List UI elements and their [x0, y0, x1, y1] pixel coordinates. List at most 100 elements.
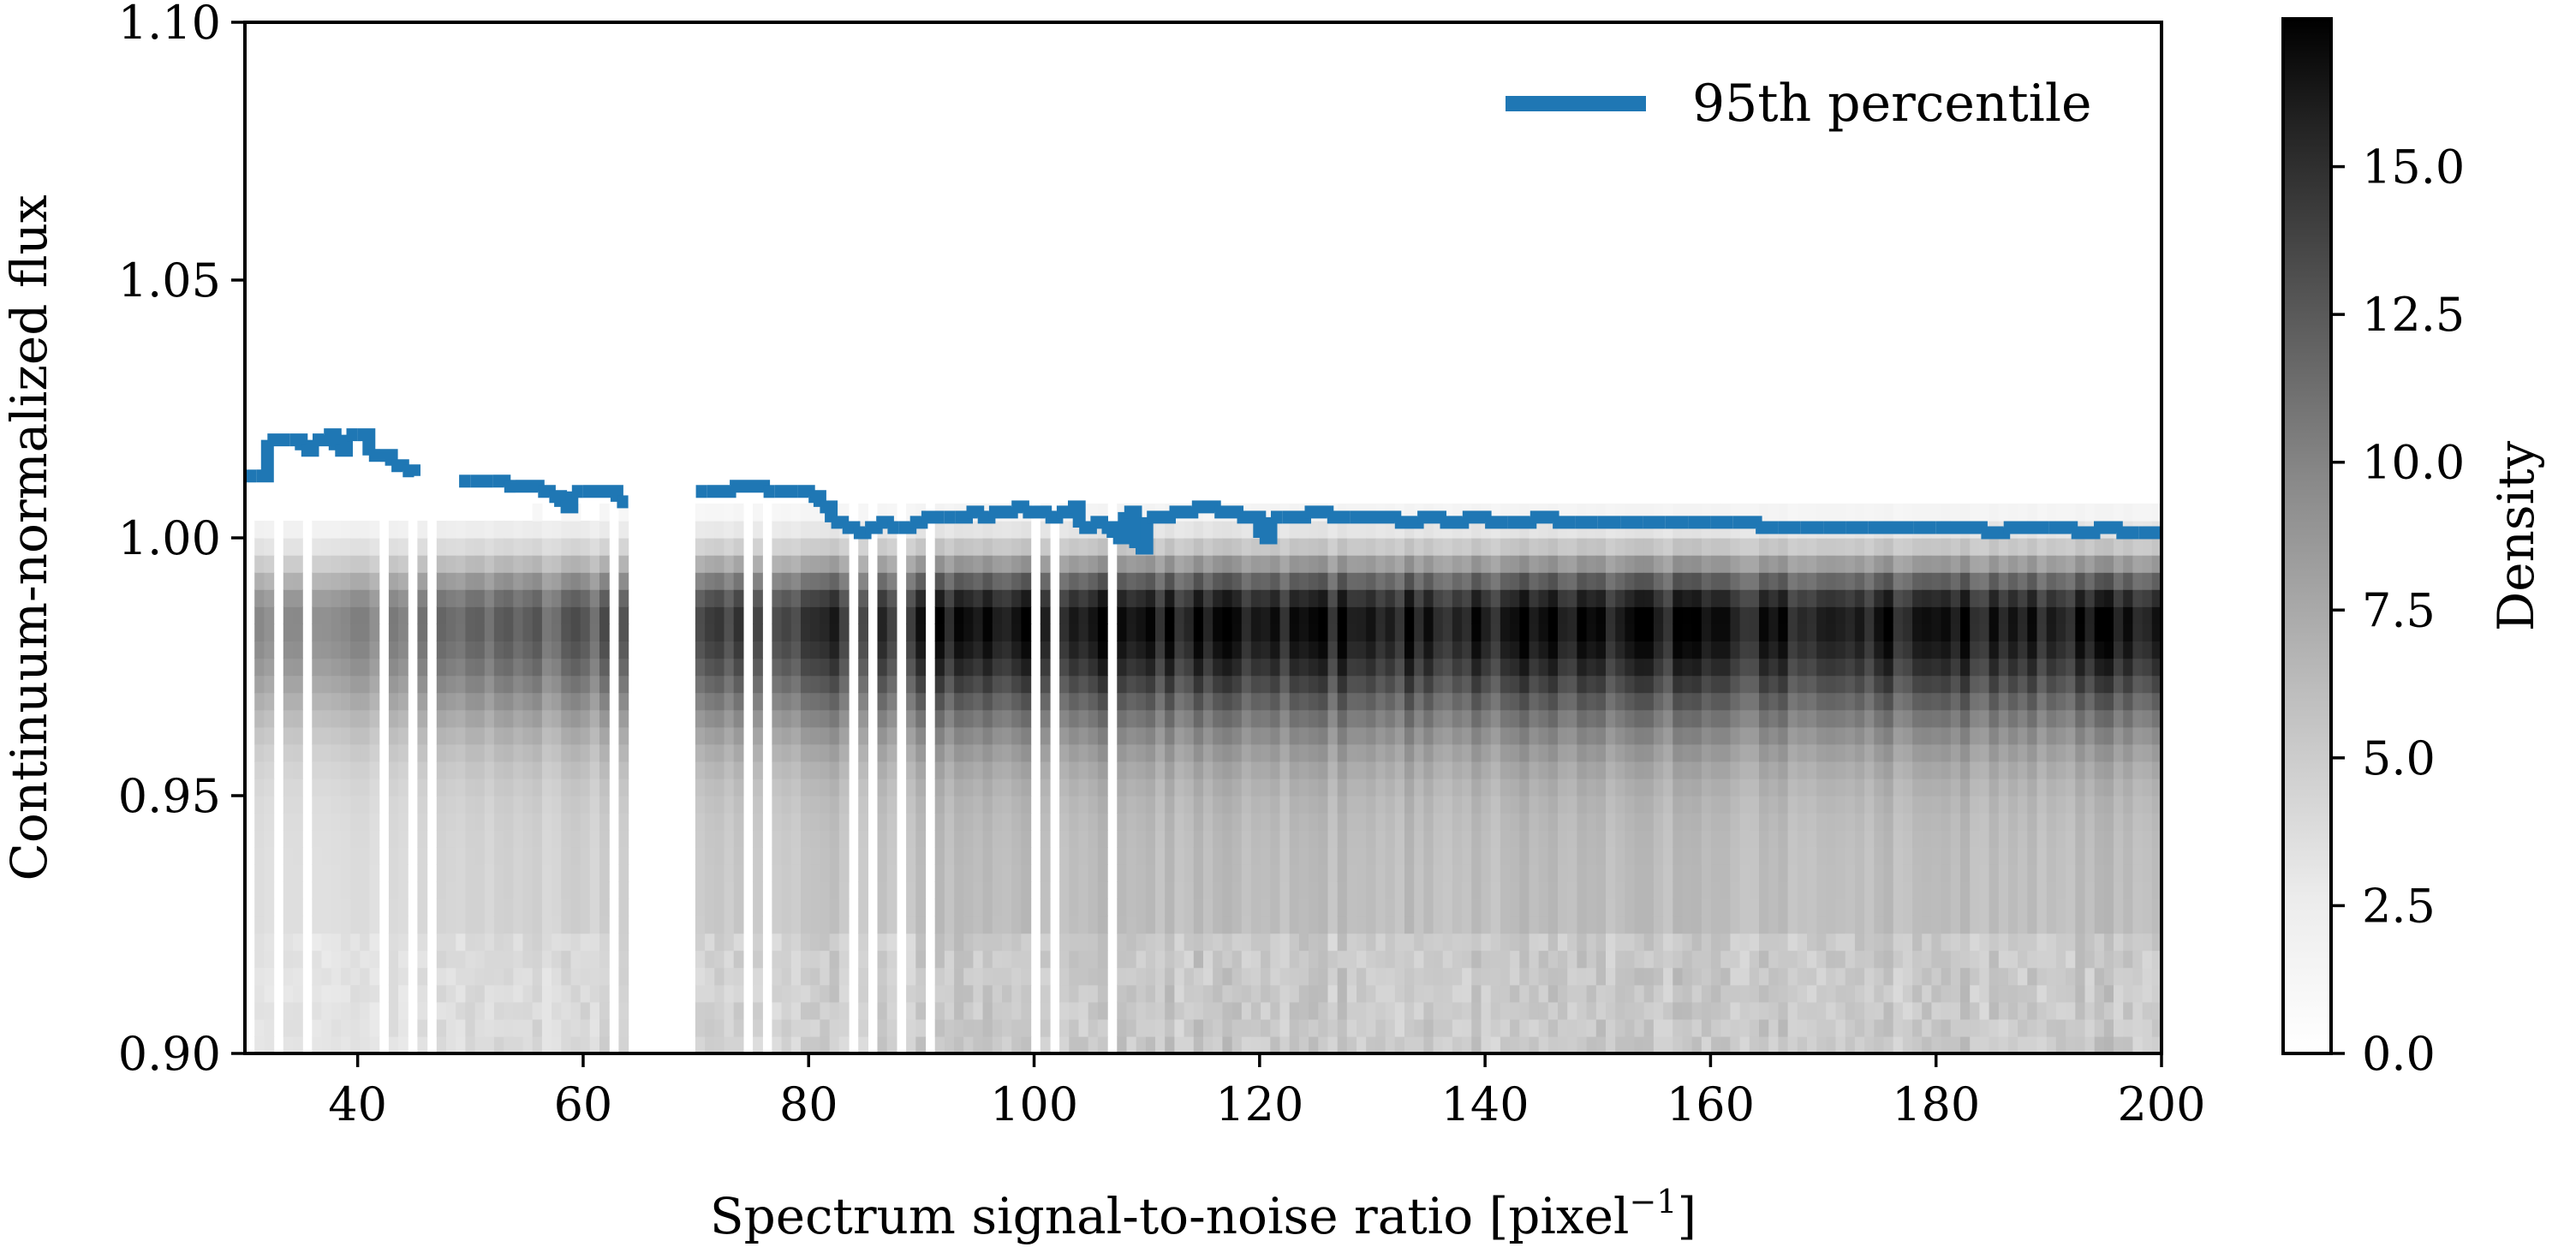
- heatmap-cell: [1318, 881, 1329, 899]
- heatmap-cell: [934, 658, 945, 677]
- heatmap-cell: [1960, 641, 1971, 659]
- heatmap-cell: [1059, 726, 1070, 745]
- heatmap-cell: [790, 898, 802, 917]
- heatmap-cell: [1261, 641, 1271, 659]
- heatmap-cell: [1529, 864, 1540, 882]
- heatmap-cell: [1807, 761, 1817, 779]
- heatmap-cell: [618, 726, 629, 745]
- heatmap-cell: [1357, 881, 1367, 899]
- heatmap-cell: [1864, 1018, 1875, 1037]
- heatmap-cell: [1653, 813, 1664, 831]
- heatmap-cell: [1768, 761, 1779, 779]
- heatmap-cell: [1510, 761, 1520, 779]
- heatmap-cell: [1595, 1018, 1607, 1037]
- heatmap-cell: [321, 606, 332, 624]
- heatmap-cell: [1778, 658, 1789, 677]
- heatmap-cell: [1634, 933, 1645, 952]
- heatmap-cell: [1184, 1018, 1195, 1037]
- heatmap-cell: [484, 658, 495, 677]
- heatmap-cell: [1606, 778, 1616, 797]
- heatmap-cell: [1481, 950, 1492, 969]
- heatmap-cell: [321, 847, 332, 865]
- heatmap-cell: [580, 864, 591, 882]
- heatmap-cell: [1165, 624, 1175, 641]
- heatmap-cell: [1059, 589, 1070, 607]
- heatmap-cell: [781, 572, 792, 590]
- heatmap-cell: [1606, 984, 1616, 1003]
- heatmap-cell: [580, 796, 591, 814]
- heatmap-cell: [1145, 950, 1156, 969]
- heatmap-cell: [1366, 520, 1376, 539]
- heatmap-cell: [1643, 503, 1655, 522]
- heatmap-cell: [1768, 830, 1779, 848]
- heatmap-cell: [1088, 503, 1099, 522]
- heatmap-cell: [1874, 624, 1885, 641]
- heatmap-cell: [1778, 984, 1789, 1003]
- heatmap-cell: [944, 538, 955, 556]
- heatmap-cell: [810, 984, 820, 1003]
- heatmap-cell: [1778, 967, 1789, 986]
- heatmap-cell: [982, 967, 993, 986]
- heatmap-cell: [1797, 847, 1808, 865]
- heatmap-cell: [465, 709, 476, 728]
- heatmap-cell: [532, 520, 543, 539]
- heatmap-cell: [1136, 984, 1147, 1003]
- heatmap-cell: [724, 520, 735, 539]
- heatmap-cell: [1643, 916, 1655, 934]
- heatmap-cell: [820, 778, 831, 797]
- heatmap-cell: [963, 658, 974, 677]
- heatmap-cell: [1854, 1001, 1865, 1020]
- heatmap-cell: [1547, 847, 1559, 865]
- heatmap-cell: [1701, 761, 1712, 779]
- heatmap-cell: [1883, 709, 1894, 728]
- heatmap-cell: [1759, 589, 1769, 607]
- heatmap-cell: [1663, 830, 1673, 848]
- heatmap-cell: [838, 641, 850, 659]
- heatmap-cell: [1078, 555, 1089, 573]
- heatmap-cell: [1452, 726, 1463, 745]
- heatmap-cell: [350, 658, 361, 677]
- heatmap-cell: [1567, 538, 1577, 556]
- heatmap-cell: [1097, 726, 1108, 745]
- heatmap-cell: [1165, 1018, 1175, 1037]
- heatmap-cell: [1625, 898, 1636, 917]
- heatmap-cell: [772, 692, 783, 711]
- heatmap-cell: [1749, 572, 1760, 590]
- heatmap-cell: [1097, 589, 1108, 607]
- heatmap-cell: [1097, 743, 1108, 762]
- heatmap-cell: [369, 641, 380, 659]
- heatmap-cell: [1145, 606, 1156, 624]
- heatmap-cell: [552, 641, 562, 659]
- heatmap-cell: [1471, 726, 1482, 745]
- heatmap-cell: [1155, 916, 1166, 934]
- heatmap-cell: [1845, 950, 1856, 969]
- heatmap-cell: [1874, 658, 1885, 677]
- heatmap-cell: [493, 898, 504, 917]
- heatmap-cell: [1826, 830, 1837, 848]
- heatmap-cell: [1893, 1001, 1904, 1020]
- heatmap-cell: [1807, 796, 1817, 814]
- heatmap-cell: [1298, 881, 1309, 899]
- heatmap-cell: [944, 709, 955, 728]
- heatmap-cell: [417, 830, 428, 848]
- heatmap-cell: [1059, 743, 1070, 762]
- heatmap-cell: [801, 658, 811, 677]
- heatmap-cell: [1547, 1035, 1559, 1053]
- heatmap-cell: [474, 589, 486, 607]
- heatmap-cell: [753, 726, 763, 745]
- heatmap-cell: [1739, 520, 1750, 539]
- heatmap-cell: [493, 796, 504, 814]
- heatmap-cell: [1720, 641, 1732, 659]
- heatmap-cell: [1711, 675, 1721, 694]
- heatmap-cell: [714, 555, 725, 573]
- heatmap-cell: [1375, 813, 1386, 831]
- heatmap-cell: [1059, 761, 1070, 779]
- heatmap-cell: [1787, 555, 1798, 573]
- heatmap-cell: [474, 847, 486, 865]
- heatmap-cell: [1404, 778, 1415, 797]
- heatmap-cell: [1298, 847, 1309, 865]
- heatmap-cell: [1357, 1035, 1367, 1053]
- heatmap-cell: [561, 709, 572, 728]
- heatmap-cell: [1481, 796, 1492, 814]
- heatmap-cell: [1002, 881, 1012, 899]
